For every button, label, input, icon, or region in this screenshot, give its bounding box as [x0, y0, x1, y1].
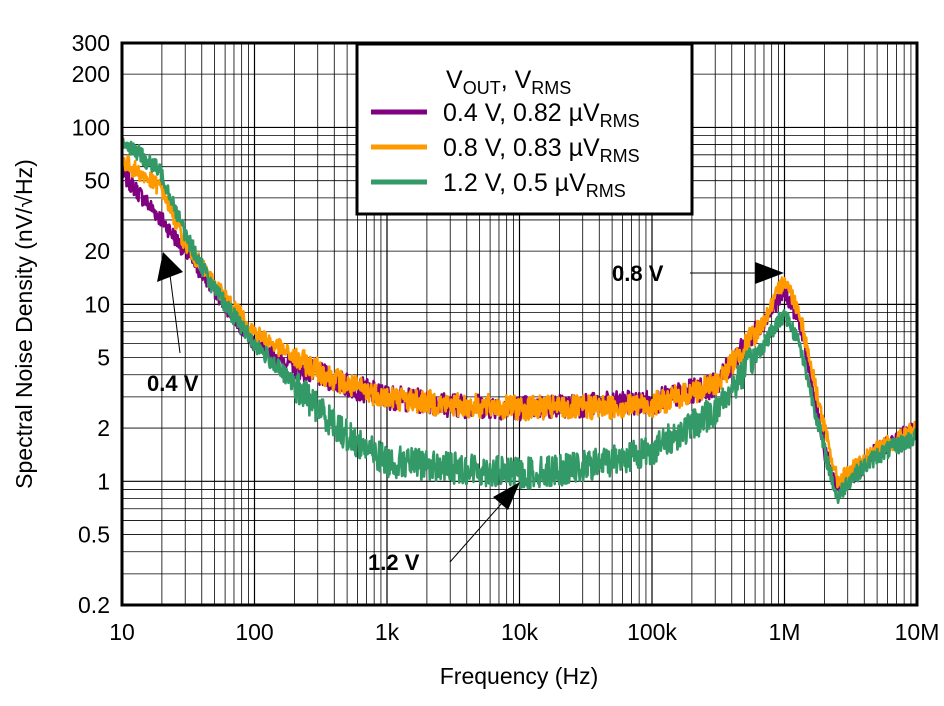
legend-title: VOUT, VRMS	[446, 66, 571, 98]
annotation-1.2v: 1.2 V	[368, 550, 420, 575]
annotations: 0.4 V 0.8 V 1.2 V	[147, 252, 784, 575]
y-tick-labels: 0.2 0.5 1 2 5 10 20 50 100 200 300	[72, 30, 110, 618]
x-tick-label: 1k	[375, 619, 400, 645]
x-tick-label: 10	[109, 619, 135, 645]
x-tick-label: 100k	[627, 619, 677, 645]
x-tick-labels: 10 100 1k 10k 100k 1M 10M	[109, 619, 939, 645]
y-tick-label: 200	[72, 61, 110, 87]
y-tick-label: 100	[72, 114, 110, 140]
arrow-0.8v	[755, 262, 784, 284]
y-tick-label: 0.5	[78, 522, 110, 548]
y-tick-label: 0.2	[78, 592, 110, 618]
y-tick-label: 50	[84, 168, 110, 194]
y-tick-label: 1	[97, 468, 110, 494]
y-axis-label: Spectral Noise Density (nV/√Hz)	[11, 159, 37, 489]
x-axis-label: Frequency (Hz)	[440, 663, 598, 689]
legend-entry: 0.8 V, 0.83 µVRMS	[443, 134, 640, 166]
y-tick-label: 300	[72, 30, 110, 56]
annotation-0.8v: 0.8 V	[612, 261, 664, 286]
arrow-0.4v	[157, 252, 183, 282]
series-line-1	[120, 154, 919, 489]
y-tick-label: 5	[97, 345, 110, 371]
annotation-0.4v: 0.4 V	[147, 371, 199, 396]
x-tick-label: 100	[235, 619, 273, 645]
series-curves	[120, 132, 919, 505]
series-line-2	[120, 132, 919, 505]
legend-entry: 1.2 V, 0.5 µVRMS	[443, 169, 626, 201]
legend-entry: 0.4 V, 0.82 µVRMS	[443, 99, 640, 131]
x-tick-label: 10M	[895, 619, 940, 645]
arrow-1.2v	[493, 482, 520, 510]
y-tick-label: 20	[84, 238, 110, 264]
y-tick-label: 10	[84, 291, 110, 317]
y-tick-label: 2	[97, 415, 110, 441]
x-tick-label: 10k	[501, 619, 539, 645]
x-tick-label: 1M	[769, 619, 801, 645]
